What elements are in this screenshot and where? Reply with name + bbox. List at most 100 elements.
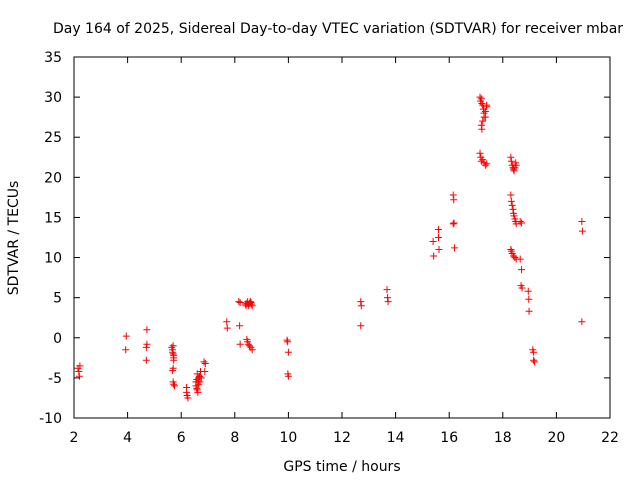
axes: 2 4 6 8 10 12 14 16 18 20 22 -10 -5 0 5 10 15 20 25 30 35 bbox=[39, 50, 619, 446]
data-point bbox=[525, 295, 533, 303]
y-tick-label: 35 bbox=[44, 50, 62, 66]
data-point bbox=[449, 191, 457, 199]
data-point bbox=[248, 302, 256, 310]
y-tick-label: 15 bbox=[44, 210, 62, 226]
data-point bbox=[122, 346, 130, 354]
data-point bbox=[578, 217, 586, 225]
data-point bbox=[481, 161, 489, 169]
data-point bbox=[236, 298, 244, 306]
data-point bbox=[507, 157, 515, 165]
x-tick-label: 16 bbox=[440, 430, 458, 446]
data-point bbox=[248, 346, 256, 354]
data-point bbox=[142, 343, 150, 351]
data-point bbox=[480, 113, 488, 121]
data-point bbox=[223, 324, 231, 332]
data-point bbox=[530, 356, 538, 364]
data-point bbox=[435, 246, 443, 254]
data-point bbox=[430, 252, 438, 260]
data-point bbox=[516, 217, 524, 225]
data-point bbox=[450, 219, 458, 227]
data-point bbox=[479, 117, 487, 125]
data-point bbox=[170, 356, 178, 364]
data-point bbox=[142, 356, 150, 364]
x-axis-label: GPS time / hours bbox=[283, 459, 400, 475]
data-point bbox=[193, 384, 201, 392]
data-point bbox=[507, 197, 515, 205]
y-tick-label: -5 bbox=[48, 371, 62, 387]
data-point bbox=[283, 336, 291, 344]
data-point bbox=[434, 234, 442, 241]
x-tick-label: 8 bbox=[230, 430, 239, 446]
x-tick-label: 2 bbox=[70, 430, 79, 446]
data-point bbox=[481, 108, 489, 116]
data-point bbox=[478, 125, 486, 133]
data-point bbox=[201, 367, 209, 375]
data-point bbox=[525, 307, 533, 315]
data-point bbox=[247, 298, 255, 306]
y-tick-label: 25 bbox=[44, 130, 62, 146]
data-point bbox=[476, 93, 484, 101]
data-point bbox=[507, 153, 515, 161]
data-point bbox=[518, 266, 526, 274]
data-point bbox=[184, 394, 192, 402]
data-point bbox=[510, 167, 518, 175]
y-tick-label: 20 bbox=[44, 170, 62, 186]
data-point bbox=[169, 348, 177, 356]
data-point bbox=[478, 100, 486, 108]
data-point bbox=[524, 287, 532, 295]
data-point bbox=[171, 382, 178, 390]
data-point bbox=[196, 378, 204, 386]
x-tick-label: 22 bbox=[601, 430, 619, 446]
data-point bbox=[509, 205, 517, 213]
data-point bbox=[507, 191, 515, 199]
x-tick-label: 20 bbox=[547, 430, 565, 446]
data-point bbox=[477, 121, 485, 129]
data-point bbox=[169, 350, 177, 358]
data-point bbox=[530, 348, 538, 356]
data-point bbox=[451, 244, 459, 252]
data-point bbox=[75, 367, 83, 375]
data-point bbox=[507, 246, 515, 254]
chart-title: Day 164 of 2025, Sidereal Day-to-day VTE… bbox=[53, 21, 623, 37]
data-point bbox=[450, 196, 458, 204]
data-point bbox=[384, 294, 392, 302]
data-point bbox=[197, 374, 205, 382]
x-tick-label: 12 bbox=[333, 430, 351, 446]
data-point bbox=[357, 322, 365, 330]
data-point bbox=[236, 340, 244, 348]
data-point bbox=[479, 156, 487, 164]
data-point bbox=[510, 212, 518, 220]
data-point bbox=[357, 298, 365, 306]
x-tick-label: 18 bbox=[494, 430, 512, 446]
y-tick-label: 5 bbox=[53, 291, 62, 307]
data-point bbox=[477, 95, 485, 103]
x-tick-label: 4 bbox=[123, 430, 132, 446]
data-point bbox=[246, 342, 254, 350]
data-point bbox=[169, 367, 177, 375]
x-tick-label: 6 bbox=[177, 430, 186, 446]
data-point bbox=[510, 165, 518, 173]
data-point bbox=[170, 380, 178, 388]
data-point bbox=[247, 300, 255, 308]
data-point bbox=[183, 388, 191, 396]
data-point bbox=[122, 332, 130, 340]
y-tick-label: 30 bbox=[44, 90, 62, 106]
data-point bbox=[143, 326, 151, 334]
data-point bbox=[449, 220, 457, 228]
data-point bbox=[508, 201, 516, 209]
data-point bbox=[235, 298, 243, 306]
x-tick-label: 10 bbox=[279, 430, 297, 446]
data-point bbox=[169, 342, 177, 350]
data-point bbox=[476, 149, 484, 157]
data-point bbox=[429, 238, 437, 246]
data-point bbox=[194, 388, 202, 396]
data-point bbox=[236, 322, 244, 330]
data-point bbox=[511, 254, 519, 262]
x-tick-label: 14 bbox=[387, 430, 405, 446]
data-point bbox=[578, 227, 586, 235]
data-point bbox=[434, 225, 442, 233]
data-point bbox=[75, 372, 83, 380]
data-point bbox=[483, 160, 491, 168]
data-point bbox=[530, 358, 538, 366]
